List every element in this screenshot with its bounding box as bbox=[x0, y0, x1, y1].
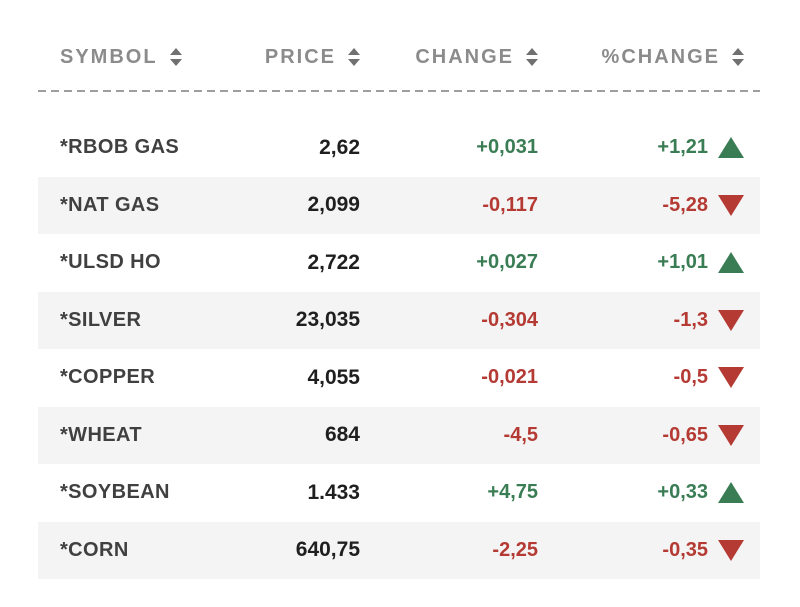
table-row-corn[interactable]: *CORN 640,75 -2,25 -0,35 bbox=[38, 521, 760, 579]
trend-arrow-icon bbox=[718, 309, 744, 331]
sort-icon[interactable] bbox=[348, 48, 360, 66]
change-cell: -4,5 bbox=[503, 423, 538, 446]
price-cell: 2,722 bbox=[307, 250, 360, 274]
symbol-cell: *WHEAT bbox=[60, 423, 143, 446]
symbol-cell: *SOYBEAN bbox=[60, 481, 170, 504]
column-header-symbol-label: SYMBOL bbox=[60, 46, 158, 68]
pct-change-cell: -5,28 bbox=[538, 194, 760, 217]
pct-change-cell: -0,5 bbox=[538, 366, 760, 389]
sort-icon[interactable] bbox=[169, 48, 182, 66]
symbol-cell: *RBOB GAS bbox=[60, 136, 180, 159]
pct-change-cell: +0,33 bbox=[538, 481, 760, 504]
symbol-cell: *COPPER bbox=[60, 366, 156, 389]
sort-down-arrow-icon bbox=[348, 59, 360, 66]
commodities-table: SYMBOL PRICE CHANGE %CHANGE bbox=[38, 38, 760, 579]
sort-down-arrow-icon bbox=[169, 59, 182, 66]
price-cell: 2,099 bbox=[307, 193, 360, 217]
change-cell: -0,021 bbox=[481, 366, 538, 389]
table-row-copper[interactable]: *COPPER 4,055 -0,021 -0,5 bbox=[38, 349, 760, 407]
price-cell: 1.433 bbox=[307, 480, 360, 504]
header-dashed-divider bbox=[38, 90, 760, 92]
pct-change-cell: -1,3 bbox=[538, 309, 760, 332]
symbol-cell: *CORN bbox=[60, 538, 129, 561]
sort-icon[interactable] bbox=[732, 48, 744, 66]
pct-change-cell: +1,21 bbox=[538, 136, 760, 159]
trend-arrow-icon bbox=[718, 539, 744, 561]
trend-arrow-icon bbox=[718, 424, 744, 446]
column-header-pct-change-label: %CHANGE bbox=[601, 46, 720, 68]
pct-change-value: +1,21 bbox=[657, 136, 708, 159]
pct-change-value: -0,5 bbox=[673, 366, 708, 389]
column-header-change[interactable]: CHANGE bbox=[360, 44, 538, 70]
pct-change-cell: +1,01 bbox=[538, 251, 760, 274]
change-cell: +4,75 bbox=[487, 481, 538, 504]
sort-down-arrow-icon bbox=[526, 59, 538, 66]
sort-down-arrow-icon bbox=[732, 59, 744, 66]
sort-up-arrow-icon bbox=[732, 48, 744, 55]
price-cell: 2,62 bbox=[319, 135, 360, 159]
change-cell: -0,117 bbox=[482, 193, 538, 216]
trend-arrow-icon bbox=[718, 252, 744, 274]
price-cell: 684 bbox=[324, 423, 360, 447]
price-cell: 640,75 bbox=[295, 538, 360, 562]
table-row-wheat[interactable]: *WHEAT 684 -4,5 -0,65 bbox=[38, 406, 760, 464]
pct-change-value: +0,33 bbox=[657, 481, 708, 504]
price-cell: 4,055 bbox=[307, 365, 360, 389]
symbol-cell: *SILVER bbox=[60, 308, 142, 331]
column-header-price-label: PRICE bbox=[264, 46, 336, 68]
table-row-soybean[interactable]: *SOYBEAN 1.433 +4,75 +0,33 bbox=[38, 464, 760, 522]
trend-arrow-icon bbox=[718, 137, 744, 159]
change-cell: -0,304 bbox=[481, 308, 538, 331]
column-header-change-label: CHANGE bbox=[415, 46, 514, 68]
sort-up-arrow-icon bbox=[169, 48, 182, 55]
trend-arrow-icon bbox=[718, 482, 744, 504]
table-row-rbob-gas[interactable]: *RBOB GAS 2,62 +0,031 +1,21 bbox=[38, 119, 760, 177]
pct-change-cell: -0,65 bbox=[538, 424, 760, 447]
pct-change-cell: -0,35 bbox=[538, 539, 760, 562]
pct-change-value: -1,3 bbox=[673, 308, 708, 331]
pct-change-value: -5,28 bbox=[662, 193, 708, 216]
column-header-symbol[interactable]: SYMBOL bbox=[38, 44, 238, 70]
table-row-silver[interactable]: *SILVER 23,035 -0,304 -1,3 bbox=[38, 291, 760, 349]
trend-arrow-icon bbox=[718, 367, 744, 389]
column-header-pct-change[interactable]: %CHANGE bbox=[538, 44, 760, 70]
sort-up-arrow-icon bbox=[526, 48, 538, 55]
trend-arrow-icon bbox=[718, 194, 744, 216]
table-row-ulsd-ho[interactable]: *ULSD HO 2,722 +0,027 +1,01 bbox=[38, 234, 760, 292]
price-cell: 23,035 bbox=[295, 308, 360, 332]
column-header-price[interactable]: PRICE bbox=[238, 44, 360, 70]
symbol-cell: *ULSD HO bbox=[60, 251, 161, 274]
symbol-cell: *NAT GAS bbox=[60, 193, 160, 216]
table-header: SYMBOL PRICE CHANGE %CHANGE bbox=[38, 38, 760, 90]
table-body: *RBOB GAS 2,62 +0,031 +1,21 *NAT GAS 2,0… bbox=[38, 119, 760, 579]
pct-change-value: -0,65 bbox=[662, 423, 708, 446]
sort-icon[interactable] bbox=[526, 48, 538, 66]
sort-up-arrow-icon bbox=[348, 48, 360, 55]
change-cell: +0,027 bbox=[476, 251, 538, 274]
pct-change-value: -0,35 bbox=[662, 538, 708, 561]
table-row-nat-gas[interactable]: *NAT GAS 2,099 -0,117 -5,28 bbox=[38, 176, 760, 234]
change-cell: -2,25 bbox=[492, 538, 538, 561]
change-cell: +0,031 bbox=[476, 136, 538, 159]
pct-change-value: +1,01 bbox=[657, 251, 708, 274]
